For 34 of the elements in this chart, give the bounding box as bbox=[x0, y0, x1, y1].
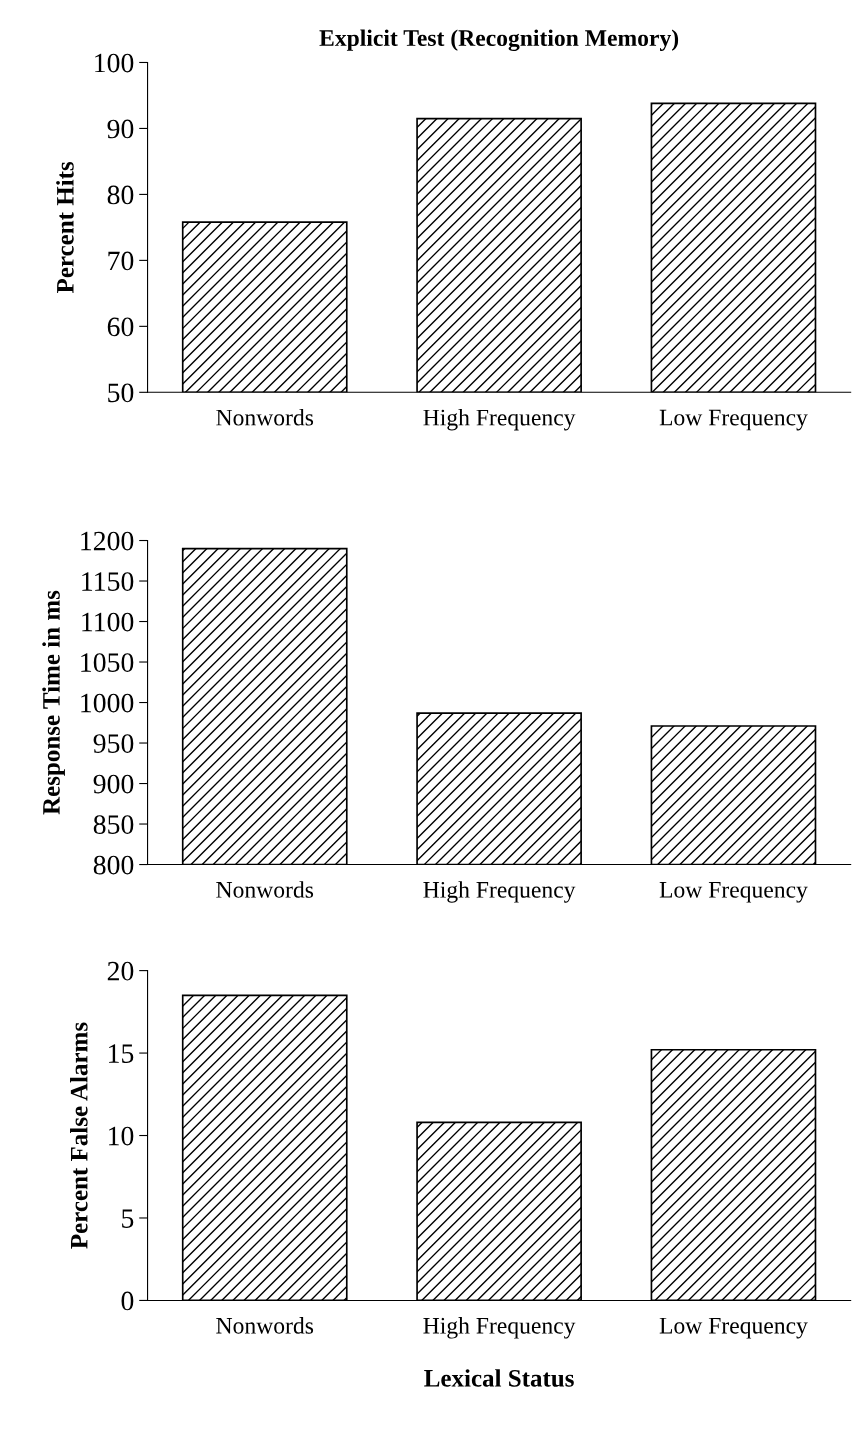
y-tick-label: 800 bbox=[93, 855, 134, 875]
y-tick-label: 15 bbox=[109, 1044, 134, 1063]
y-tick-label: 10 bbox=[109, 1126, 134, 1146]
y-tick-label: 5 bbox=[122, 1209, 134, 1228]
x-tick-label: High Frequency bbox=[423, 1317, 576, 1339]
x-tick-label: Nonwords bbox=[216, 408, 314, 426]
y-tick-label: 1100 bbox=[82, 612, 134, 632]
y-tick-label: 950 bbox=[93, 734, 134, 753]
y-axis-title: Response Time in ms bbox=[42, 590, 65, 815]
y-axis-title: Percent Hits bbox=[56, 161, 74, 294]
y-tick-label: 60 bbox=[107, 317, 134, 337]
y-tick-label: 1150 bbox=[82, 572, 134, 591]
y-tick-label: 1000 bbox=[81, 693, 134, 713]
chart-title: Explicit Test (Recognition Memory) bbox=[319, 29, 679, 52]
y-tick-label: 1050 bbox=[81, 653, 134, 672]
y-tick-label: 80 bbox=[107, 185, 134, 205]
x-tick-label: Low Frequency bbox=[659, 1317, 808, 1339]
y-tick-label: 100 bbox=[95, 53, 134, 73]
y-tick-label: 70 bbox=[108, 251, 134, 271]
y-tick-label: 850 bbox=[93, 815, 134, 834]
y-tick-label: 20 bbox=[107, 961, 134, 981]
x-tick-label: Nonwords bbox=[216, 1317, 314, 1334]
y-axis-title: Percent False Alarms bbox=[70, 1022, 88, 1249]
y-tick-label: 0 bbox=[121, 1291, 134, 1311]
y-tick-label: 90 bbox=[107, 119, 134, 139]
x-tick-label: High Frequency bbox=[423, 408, 576, 431]
x-tick-label: Low Frequency bbox=[659, 882, 808, 903]
y-tick-label: 1200 bbox=[81, 531, 134, 551]
y-tick-label: 50 bbox=[108, 383, 134, 403]
x-axis-title: Lexical Status bbox=[424, 1369, 574, 1387]
x-tick-label: High Frequency bbox=[423, 881, 576, 903]
x-tick-label: Low Frequency bbox=[659, 409, 808, 431]
x-tick-label: Nonwords bbox=[216, 881, 314, 898]
y-tick-label: 900 bbox=[93, 774, 134, 794]
